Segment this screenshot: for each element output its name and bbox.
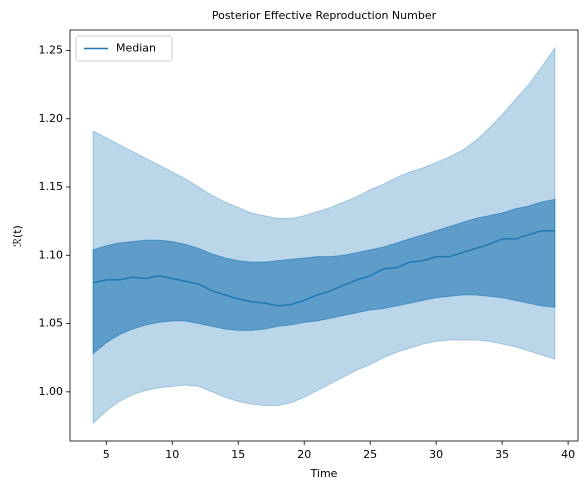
x-tick-label: 20 <box>297 448 311 461</box>
x-tick-label: 15 <box>231 448 245 461</box>
plot-frame <box>69 29 579 442</box>
y-axis-label: ℛ(t) <box>11 225 24 247</box>
x-tick-label: 35 <box>495 448 509 461</box>
band <box>92 198 556 355</box>
y-tick-label: 1.25 <box>39 43 64 56</box>
y-tick-label: 1.20 <box>39 112 64 125</box>
chart-title: Posterior Effective Reproduction Number <box>212 9 437 22</box>
y-tick-label: 1.15 <box>39 180 64 193</box>
median-line <box>92 229 555 307</box>
y-tick-label: 1.10 <box>39 248 64 261</box>
x-axis-label: Time <box>310 467 338 480</box>
band <box>92 46 556 425</box>
legend-label: Median <box>116 42 156 55</box>
x-tick-label: 10 <box>165 448 179 461</box>
legend-box <box>75 35 173 62</box>
y-tick-label: 1.00 <box>39 385 64 398</box>
x-tick-label: 40 <box>561 448 575 461</box>
x-tick-label: 30 <box>429 448 443 461</box>
x-tick-label: 25 <box>363 448 377 461</box>
x-tick-label: 5 <box>103 448 110 461</box>
y-tick-label: 1.05 <box>39 317 64 330</box>
